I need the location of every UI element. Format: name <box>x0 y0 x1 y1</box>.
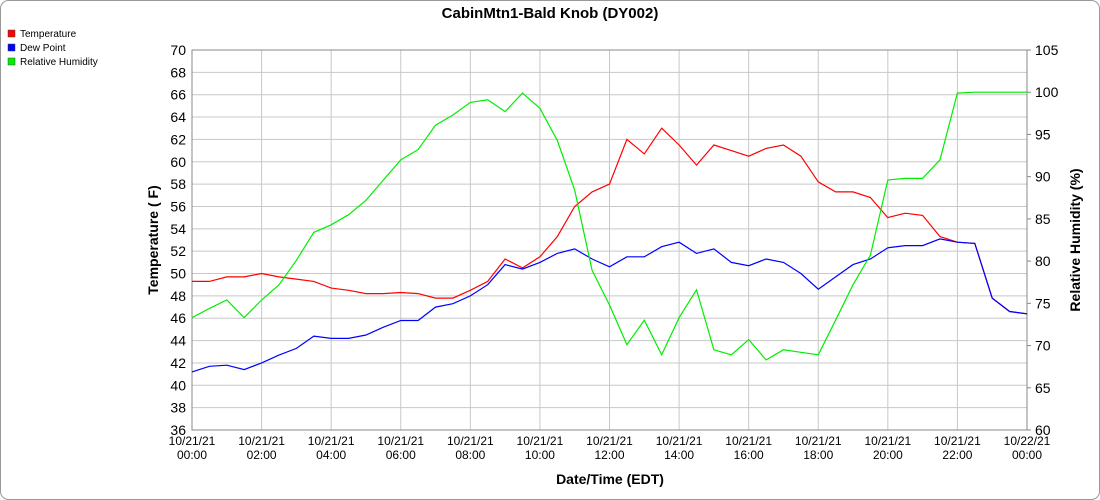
y-tick-label: 62 <box>170 131 186 147</box>
y-tick-label: 40 <box>170 377 186 393</box>
x-tick-label: 10/21/21 14:00 <box>656 434 703 462</box>
y2-tick-label: 70 <box>1035 338 1051 354</box>
y-tick-label: 44 <box>170 333 186 349</box>
y-tick-label: 38 <box>170 400 186 416</box>
y2-tick-label: 105 <box>1035 42 1059 58</box>
x-tick-label: 10/21/21 04:00 <box>308 434 355 462</box>
y2-tick-label: 85 <box>1035 211 1051 227</box>
y2-tick-label: 95 <box>1035 126 1051 142</box>
y-tick-label: 52 <box>170 243 186 259</box>
chart-title: CabinMtn1-Bald Knob (DY002) <box>442 5 659 22</box>
y2-tick-label: 75 <box>1035 295 1051 311</box>
plot-border <box>191 49 1028 431</box>
y2-tick-label: 65 <box>1035 380 1051 396</box>
series-line <box>192 127 1028 315</box>
y2-tick-label: 100 <box>1035 84 1059 100</box>
legend-label: Dew Point <box>20 43 66 54</box>
x-tick-label: 10/21/21 08:00 <box>447 434 494 462</box>
y2-axis-title: Relative Humidity (%) <box>1067 168 1083 311</box>
x-tick-label: 10/21/21 02:00 <box>238 434 285 462</box>
legend-label: Temperature <box>20 29 77 40</box>
series-line <box>191 238 1028 373</box>
x-tick-label: 10/21/21 22:00 <box>934 434 981 462</box>
y-tick-label: 70 <box>170 42 186 58</box>
y-tick-label: 50 <box>170 266 186 282</box>
legend-label: Relative Humidity <box>20 57 98 68</box>
x-tick-label: 10/21/21 12:00 <box>586 434 633 462</box>
y-tick-label: 64 <box>170 109 186 125</box>
y-tick-label: 42 <box>170 355 186 371</box>
y-axis-title: Temperature ( F) <box>145 185 161 294</box>
y-tick-label: 58 <box>170 176 186 192</box>
y-tick-label: 36 <box>170 422 186 438</box>
y-tick-label: 56 <box>170 198 186 214</box>
x-tick-label: 10/21/21 00:00 <box>169 434 216 462</box>
legend-swatch <box>7 29 16 38</box>
x-tick-label: 10/22/21 00:00 <box>1004 434 1051 462</box>
y2-tick-label: 60 <box>1035 422 1051 438</box>
y-tick-label: 60 <box>170 154 186 170</box>
x-tick-label: 10/21/21 10:00 <box>517 434 564 462</box>
x-axis-title: Date/Time (EDT) <box>556 471 664 487</box>
legend-swatch <box>7 57 16 66</box>
y-tick-label: 54 <box>170 221 186 237</box>
x-tick-label: 10/21/21 18:00 <box>795 434 842 462</box>
y-tick-label: 66 <box>170 87 186 103</box>
y2-tick-label: 80 <box>1035 253 1051 269</box>
series-line <box>191 91 1027 361</box>
x-tick-label: 10/21/21 06:00 <box>377 434 424 462</box>
y-tick-label: 46 <box>170 310 186 326</box>
y2-tick-label: 90 <box>1035 169 1051 185</box>
x-tick-label: 10/21/21 16:00 <box>725 434 772 462</box>
y-tick-label: 68 <box>170 64 186 80</box>
legend-swatch <box>7 43 16 52</box>
y-tick-label: 48 <box>170 288 186 304</box>
x-tick-label: 10/21/21 20:00 <box>864 434 911 462</box>
